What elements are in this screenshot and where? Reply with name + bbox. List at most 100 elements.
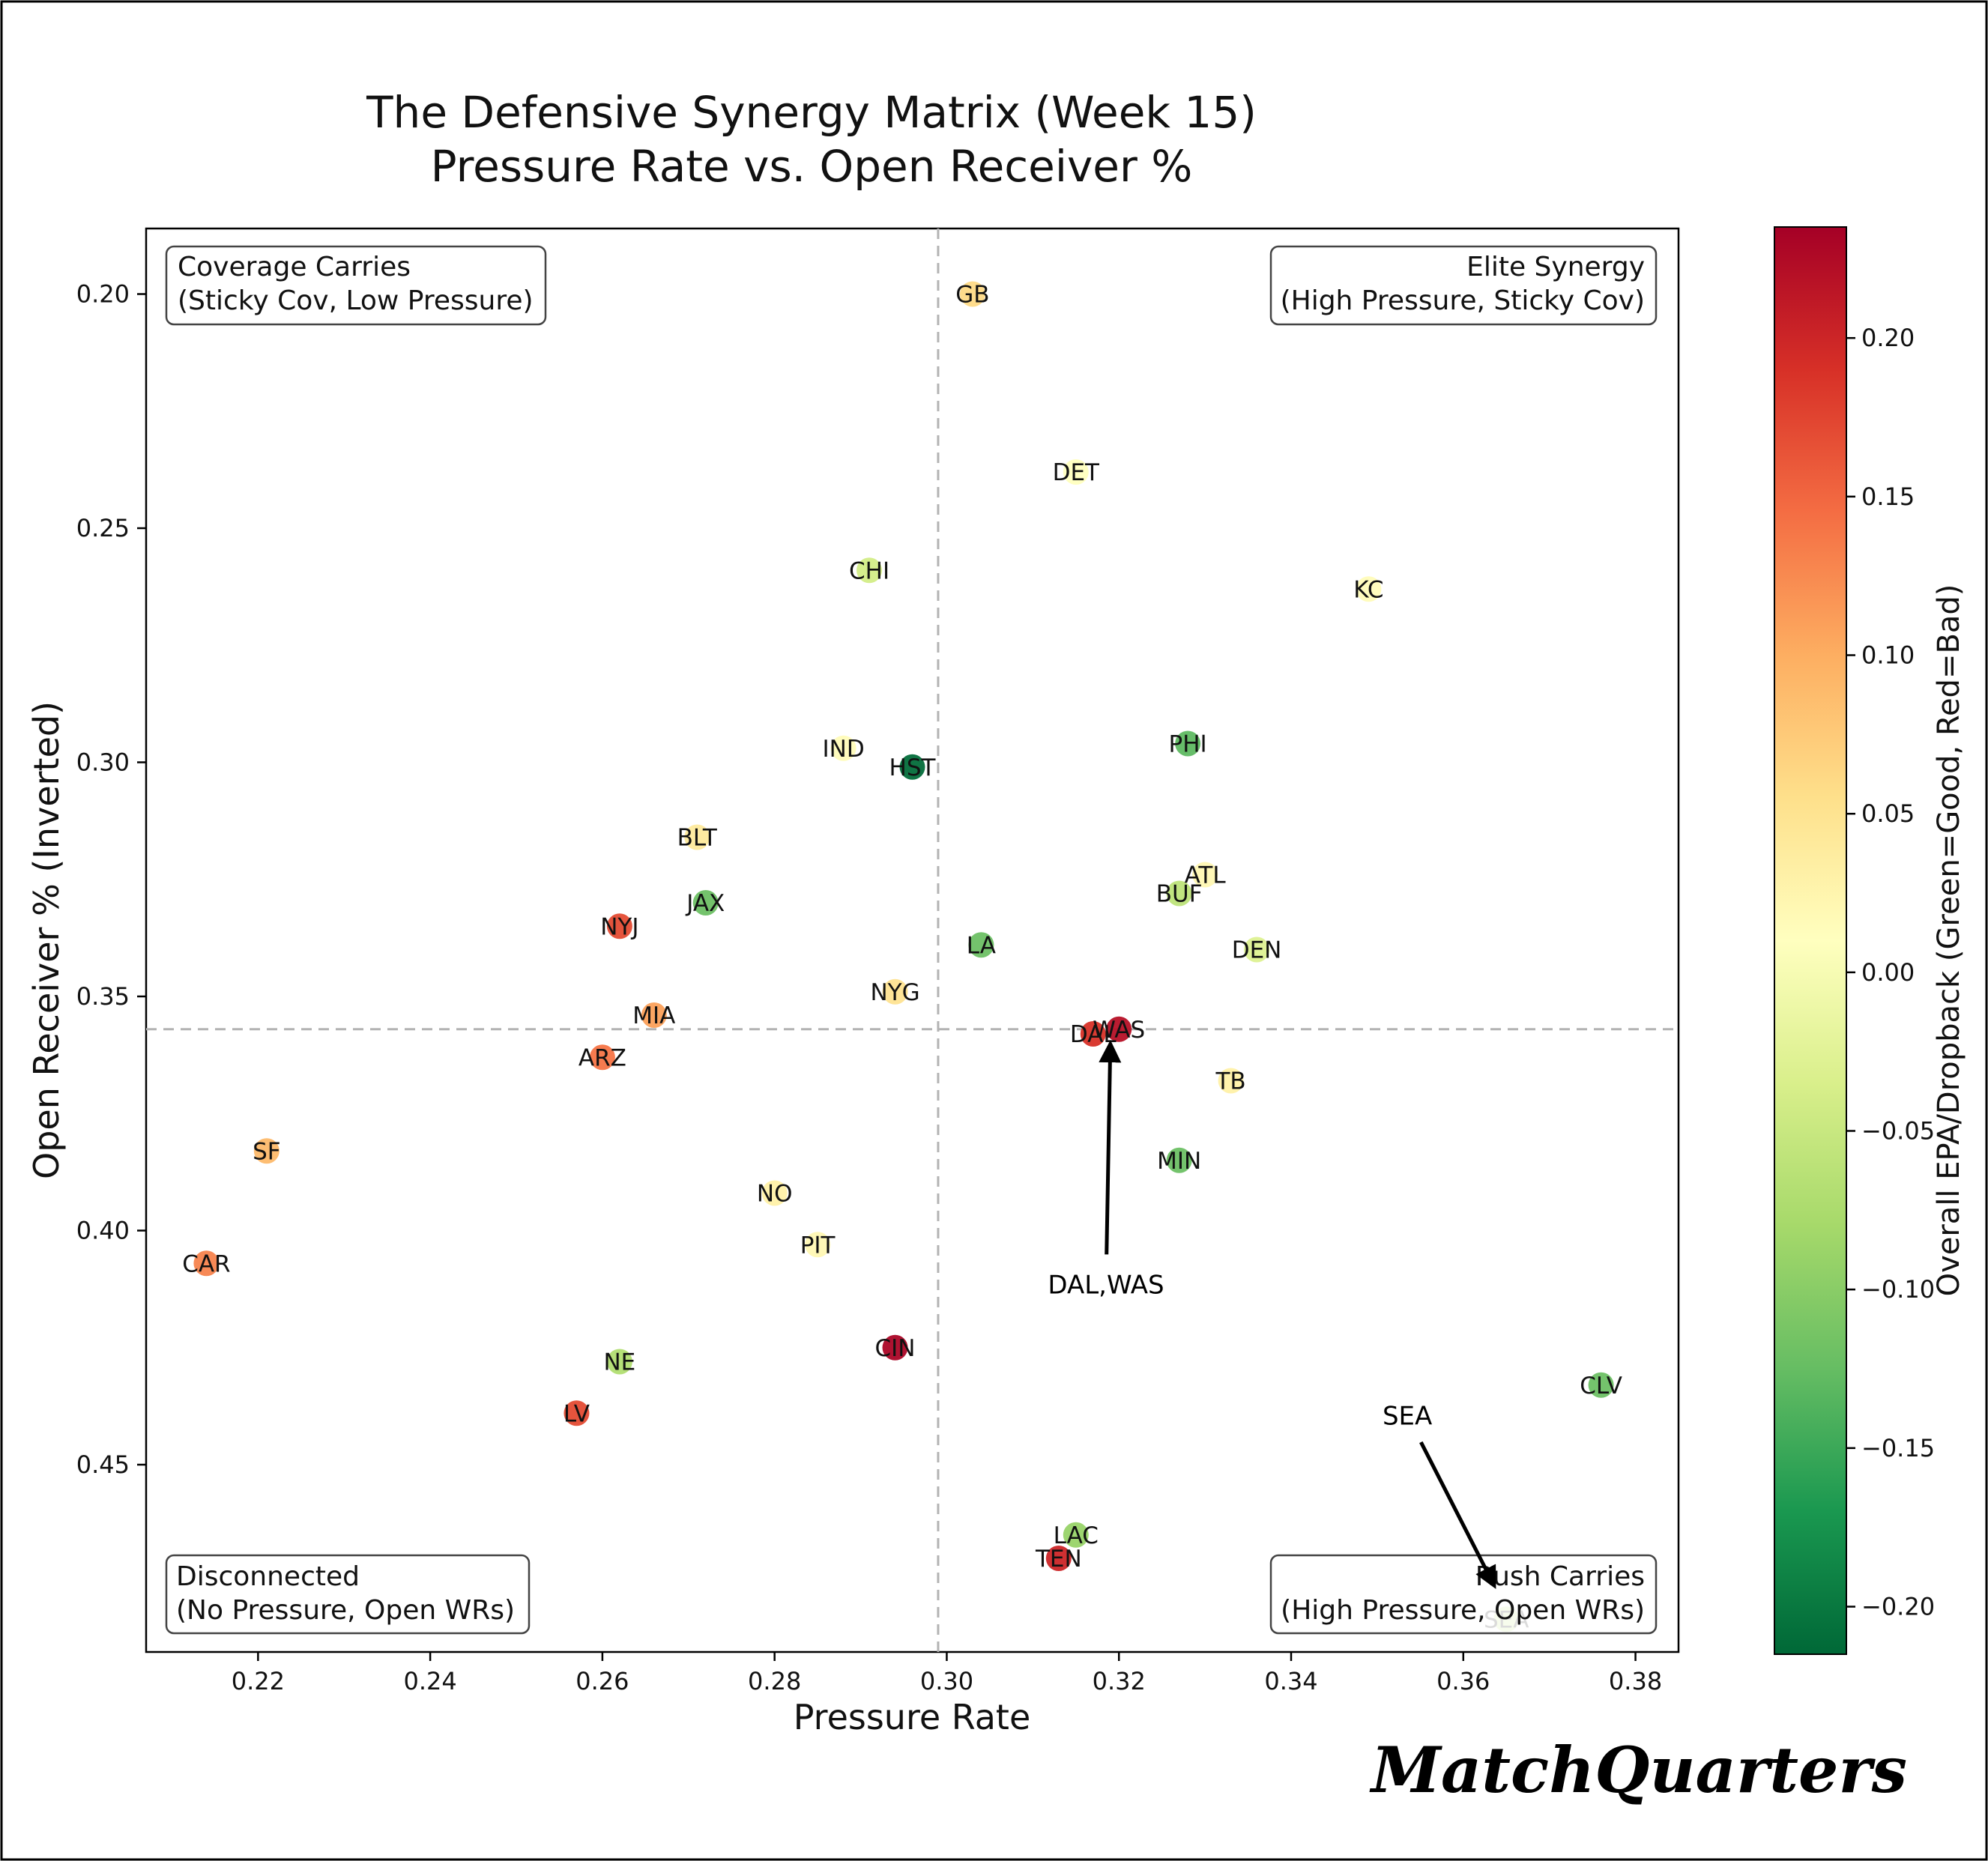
point-label-lac: LAC xyxy=(1054,1522,1099,1549)
point-jax xyxy=(692,890,719,916)
point-label-ind: IND xyxy=(822,736,864,763)
x-axis-ticks: 0.22 0.24 0.26 0.28 0.30 0.32 0.34 0.36 0.38 xyxy=(232,1652,1662,1695)
point-label-hst: HST xyxy=(889,754,937,781)
point-label-gb: GB xyxy=(955,282,989,309)
colorbar-tick-label: 0.20 xyxy=(1861,324,1915,352)
x-tick-label: 0.22 xyxy=(232,1667,285,1695)
point-label-den: DEN xyxy=(1232,937,1282,964)
brand-wordmark: MatchQuarters xyxy=(1369,1733,1907,1807)
quadrant-title: Coverage Carries xyxy=(178,252,411,282)
colorbar-tick-label: −0.05 xyxy=(1861,1117,1935,1146)
point-nyg xyxy=(882,978,908,1005)
point-label-atl: ATL xyxy=(1185,862,1227,889)
y-tick-label: 0.30 xyxy=(76,748,130,777)
point-label-min: MIN xyxy=(1157,1148,1201,1175)
point-label-ne: NE xyxy=(603,1349,635,1376)
point-chi xyxy=(856,557,883,584)
point-label-arz: ARZ xyxy=(578,1044,626,1071)
point-hst xyxy=(899,754,925,780)
chart-title: The Defensive Synergy Matrix (Week 15) xyxy=(366,87,1257,138)
point-ind xyxy=(830,735,856,761)
colorbar-tick-label: −0.15 xyxy=(1861,1434,1935,1462)
y-tick-label: 0.40 xyxy=(76,1217,130,1245)
point-gb xyxy=(959,281,985,307)
x-tick-label: 0.36 xyxy=(1436,1667,1490,1695)
point-no xyxy=(761,1180,788,1206)
colorbar-tick-label: 0.15 xyxy=(1861,482,1915,511)
quadrant-title: Disconnected xyxy=(176,1561,360,1592)
point-min xyxy=(1166,1147,1192,1173)
point-atl xyxy=(1192,862,1218,888)
point-sf xyxy=(253,1138,280,1164)
quadrant-subtitle: (High Pressure, Open WRs) xyxy=(1281,1595,1645,1626)
point-label-dal: DAL xyxy=(1070,1021,1117,1048)
x-tick-label: 0.34 xyxy=(1264,1667,1317,1695)
x-tick-label: 0.38 xyxy=(1609,1667,1662,1695)
point-label-cin: CIN xyxy=(875,1335,916,1362)
colorbar-ticks: 0.20 0.15 0.10 0.05 0.00 −0.05 −0.10 −0.15 −0.20 xyxy=(1846,324,1935,1621)
y-tick-label: 0.25 xyxy=(76,514,130,542)
point-label-nyg: NYG xyxy=(870,979,919,1006)
point-label-lv: LV xyxy=(564,1400,590,1427)
point-label-kc: KC xyxy=(1353,576,1383,603)
point-tb xyxy=(1218,1068,1244,1094)
annotation-label: SEA xyxy=(1383,1401,1432,1431)
y-tick-label: 0.35 xyxy=(76,982,130,1011)
point-label-jax: JAX xyxy=(685,890,725,917)
point-buf xyxy=(1166,880,1192,907)
colorbar xyxy=(1774,226,1847,1655)
colorbar-tick-label: −0.10 xyxy=(1861,1275,1935,1304)
point-det xyxy=(1063,459,1089,485)
quadrant-box-top-left: Coverage Carries (Sticky Cov, Low Pressu… xyxy=(165,245,547,326)
point-kc xyxy=(1356,576,1382,602)
quadrant-box-bottom-left: Disconnected (No Pressure, Open WRs) xyxy=(165,1554,531,1635)
plot-area xyxy=(145,227,1680,1653)
point-blt xyxy=(684,824,710,850)
point-label-was: WAS xyxy=(1093,1017,1145,1044)
point-lv xyxy=(564,1400,590,1426)
point-was xyxy=(1106,1016,1132,1042)
point-cin xyxy=(882,1334,908,1361)
y-axis-ticks: 0.20 0.25 0.30 0.35 0.40 0.45 xyxy=(76,280,146,1479)
quadrant-subtitle: (Sticky Cov, Low Pressure) xyxy=(178,285,534,316)
y-axis-label: Open Receiver % (Inverted) xyxy=(26,701,67,1179)
colorbar-tick-label: 0.00 xyxy=(1861,958,1915,987)
quadrant-box-top-right: Elite Synergy (High Pressure, Sticky Cov… xyxy=(1269,245,1658,326)
point-den xyxy=(1244,936,1270,963)
point-la xyxy=(968,932,994,958)
x-tick-label: 0.28 xyxy=(748,1667,801,1695)
point-label-clv: CLV xyxy=(1580,1373,1622,1399)
y-tick-label: 0.45 xyxy=(76,1450,130,1479)
point-label-sf: SF xyxy=(253,1138,281,1165)
point-label-tb: TB xyxy=(1215,1068,1245,1095)
colorbar-tick-label: 0.10 xyxy=(1861,641,1915,670)
x-tick-label: 0.26 xyxy=(575,1667,629,1695)
colorbar-tick-label: 0.05 xyxy=(1861,799,1915,828)
point-phi xyxy=(1175,730,1201,757)
point-ne xyxy=(606,1349,632,1375)
colorbar-label: Overall EPA/Dropback (Green=Good, Red=Ba… xyxy=(1932,584,1966,1297)
y-tick-label: 0.20 xyxy=(76,280,130,309)
annotation-arrow xyxy=(1419,1441,1496,1590)
colorbar-tick-label: −0.20 xyxy=(1861,1593,1935,1621)
point-nyj xyxy=(606,913,632,939)
point-pit xyxy=(805,1232,831,1258)
point-label-nyj: NYJ xyxy=(600,913,638,940)
point-label-blt: BLT xyxy=(677,825,718,852)
point-label-buf: BUF xyxy=(1156,881,1203,908)
point-label-ten: TEN xyxy=(1035,1546,1082,1573)
point-label-no: NO xyxy=(757,1181,793,1208)
point-mia xyxy=(641,1002,667,1028)
x-tick-label: 0.32 xyxy=(1093,1667,1146,1695)
point-label-chi: CHI xyxy=(849,557,889,584)
point-lac xyxy=(1063,1522,1089,1548)
point-label-mia: MIA xyxy=(632,1002,675,1029)
quadrant-subtitle: (High Pressure, Sticky Cov) xyxy=(1281,285,1645,316)
point-car xyxy=(193,1250,220,1277)
point-label-la: LA xyxy=(967,932,996,959)
point-label-phi: PHI xyxy=(1169,731,1207,758)
point-clv xyxy=(1588,1372,1614,1398)
point-label-pit: PIT xyxy=(800,1232,836,1259)
quadrant-box-bottom-right: Rush Carries (High Pressure, Open WRs) xyxy=(1269,1554,1658,1635)
